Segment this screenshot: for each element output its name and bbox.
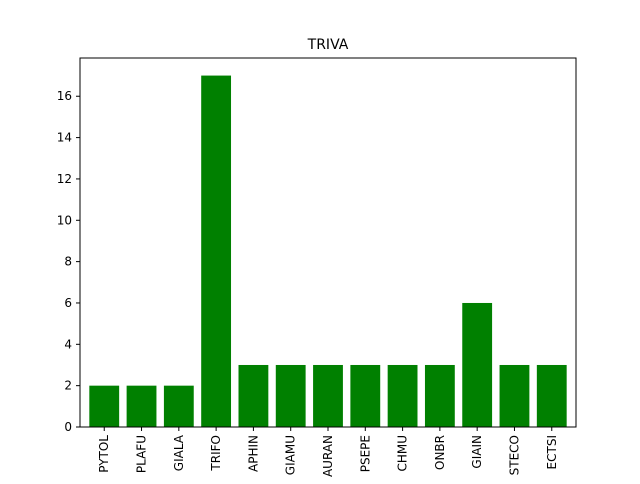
x-tick-label: AURAN: [321, 435, 335, 477]
x-tick-label: CHMU: [396, 435, 410, 472]
y-axis: 0 2 4 6 8 10 12 14 16: [57, 89, 80, 434]
bar-plafu: [126, 385, 157, 427]
x-tick-label: ECTSI: [545, 435, 559, 469]
bars-group: [89, 75, 567, 427]
x-tick-label: GIAMU: [284, 435, 298, 475]
x-tick-label: GIALA: [172, 434, 186, 471]
y-tick-label: 10: [57, 213, 72, 227]
bar-steco: [499, 364, 530, 427]
x-tick-label: PSEPE: [358, 435, 372, 472]
bar-giala: [163, 385, 194, 427]
y-tick-label: 2: [64, 379, 72, 393]
bar-pytol: [89, 385, 120, 427]
bar-aphin: [238, 364, 269, 427]
x-tick-label: APHIN: [246, 435, 260, 472]
bar-auran: [313, 364, 343, 427]
bar-chmu: [387, 364, 418, 427]
y-tick-label: 14: [57, 131, 72, 145]
y-tick-label: 4: [64, 337, 72, 351]
x-tick-label: PLAFU: [135, 435, 149, 473]
x-tick-label: ONBR: [433, 435, 447, 470]
y-tick-label: 12: [57, 172, 72, 186]
y-tick-label: 6: [64, 296, 72, 310]
y-tick-label: 0: [64, 420, 72, 434]
x-tick-label: GIAIN: [470, 435, 484, 469]
bar-psepe: [350, 364, 381, 427]
bar-trifo: [201, 75, 232, 427]
x-axis: PYTOL PLAFU GIALA TRIFO APHIN GIAMU AURAN PSEPE…: [97, 427, 559, 477]
bar-onbr: [424, 364, 455, 427]
x-tick-label: TRIFO: [209, 435, 223, 472]
plot-frame: [79, 57, 577, 428]
chart-title: TRIVA: [307, 37, 349, 53]
y-tick-label: 16: [57, 89, 72, 103]
bar-giamu: [275, 364, 306, 427]
x-tick-label: PYTOL: [97, 435, 111, 473]
x-tick-label: STECO: [507, 435, 521, 475]
bar-giain: [462, 302, 493, 427]
y-tick-label: 8: [64, 255, 72, 269]
bar-ectsi: [536, 364, 567, 427]
